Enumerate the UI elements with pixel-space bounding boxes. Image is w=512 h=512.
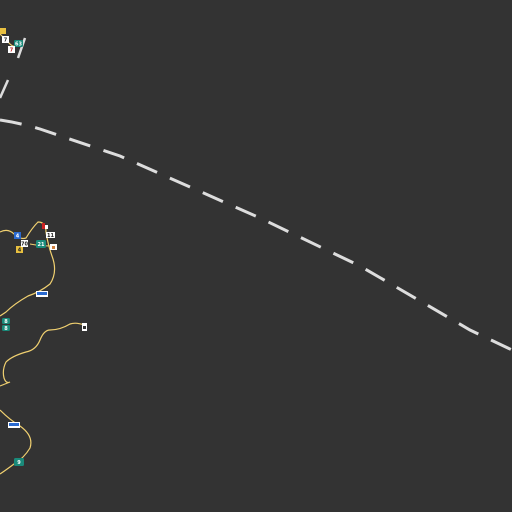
poi-icon[interactable]: [82, 323, 87, 331]
svg-text:21: 21: [38, 242, 45, 248]
svg-text:4: 4: [18, 248, 22, 254]
boundary-line-upper: [0, 37, 27, 99]
route-sign[interactable]: 7: [2, 36, 9, 44]
svg-text:8: 8: [4, 326, 8, 332]
poi-icon[interactable]: [0, 28, 6, 34]
svg-text:4: 4: [16, 234, 20, 240]
highway-shield[interactable]: 9: [14, 458, 24, 466]
highway-shield[interactable]: 63: [14, 40, 23, 48]
svg-text:7: 7: [10, 48, 14, 54]
svg-text:7: 7: [4, 38, 8, 44]
route-sign[interactable]: 7: [8, 46, 15, 54]
route-sign[interactable]: 70: [21, 240, 28, 248]
poi-icon[interactable]: [36, 291, 48, 297]
road-lower: [0, 322, 85, 387]
boundary-line: [0, 118, 512, 352]
route-sign[interactable]: 11: [46, 232, 55, 239]
svg-text:9: 9: [17, 460, 21, 466]
svg-text:8: 8: [4, 319, 8, 325]
highway-shield[interactable]: 21: [36, 240, 46, 248]
svg-text:70: 70: [21, 242, 28, 248]
route-sign[interactable]: 4: [14, 232, 21, 240]
highway-shield[interactable]: 8: [2, 318, 10, 325]
poi-icon[interactable]: [8, 422, 20, 428]
svg-text:11: 11: [47, 233, 54, 239]
poi-icon[interactable]: [50, 244, 57, 250]
highway-shield[interactable]: 8: [2, 325, 10, 332]
red-flag-icon[interactable]: [42, 223, 48, 229]
route-sign[interactable]: 4: [16, 246, 23, 254]
svg-text:63: 63: [15, 42, 22, 48]
